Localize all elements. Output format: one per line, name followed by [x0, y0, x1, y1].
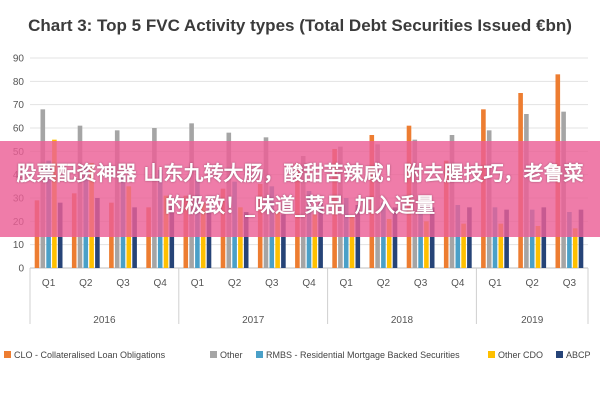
bar: [529, 209, 535, 268]
bar: [392, 207, 398, 268]
legend-swatch: [4, 351, 11, 358]
x-tick-label: Q3: [414, 278, 428, 289]
bar: [535, 226, 541, 268]
x-tick-label: Q2: [79, 278, 93, 289]
x-tick-label: Q2: [377, 278, 391, 289]
legend-swatch: [488, 351, 495, 358]
bar: [312, 214, 318, 268]
legend-label: Other: [220, 350, 243, 360]
bar: [281, 214, 286, 268]
y-tick-label: 60: [13, 124, 25, 135]
bar: [498, 223, 504, 268]
x-tick-label: Q3: [265, 278, 279, 289]
x-tick-label: Q4: [302, 278, 316, 289]
bar: [238, 207, 243, 268]
banner-text: 股票配资神器 山东九转大肠，酸甜苦辣咸！附去腥技巧，老鲁菜的极致！_味道_菜品_…: [16, 161, 584, 217]
bar: [429, 207, 435, 268]
legend: CLO - Collateralised Loan Obligations Oth…: [4, 350, 591, 360]
bar: [578, 209, 584, 268]
y-tick-label: 10: [13, 240, 25, 251]
y-tick-label: 70: [13, 100, 25, 111]
bar: [275, 212, 280, 268]
overlay-banner[interactable]: 股票配资神器 山东九转大肠，酸甜苦辣咸！附去腥技巧，老鲁菜的极致！_味道_菜品_…: [0, 141, 600, 237]
x-axis-ticks: Q1 Q2 Q3 Q4 Q1 Q2 Q3 Q4 Q1 Q2 Q3 Q4 Q1 Q2 Q3: [42, 278, 577, 289]
bar: [504, 209, 509, 268]
x-tick-label: Q3: [116, 278, 130, 289]
bar: [467, 207, 472, 268]
x-tick-label: Q1: [191, 278, 205, 289]
x-tick-label: Q4: [451, 278, 465, 289]
bar: [146, 207, 151, 268]
bar: [206, 209, 212, 268]
x-tick-label: Q4: [154, 278, 168, 289]
legend-label: Other CDO: [498, 350, 543, 360]
bar: [572, 228, 578, 268]
x-tick-label: Q1: [42, 278, 56, 289]
year-label: 2016: [93, 315, 116, 326]
x-tick-label: Q2: [526, 278, 540, 289]
chart-title: Chart 3: Top 5 FVC Activity types (Total…: [28, 16, 572, 35]
bar: [492, 207, 498, 268]
year-label: 2018: [391, 315, 414, 326]
y-tick-label: 80: [13, 77, 25, 88]
bar: [386, 219, 392, 268]
legend-label: RMBS - Residential Mortgage Backed Secur…: [266, 350, 460, 360]
year-label: 2017: [242, 315, 265, 326]
bar: [132, 207, 137, 268]
bar: [461, 223, 466, 268]
year-label: 2019: [521, 315, 544, 326]
legend-swatch: [210, 351, 217, 358]
legend-swatch: [256, 351, 263, 358]
x-tick-label: Q1: [340, 278, 354, 289]
legend-label: CLO - Collateralised Loan Obligations: [14, 350, 166, 360]
legend-swatch: [556, 351, 563, 358]
bar: [349, 216, 355, 268]
bar: [243, 212, 249, 268]
x-tick-label: Q3: [563, 278, 577, 289]
bar: [567, 212, 572, 268]
y-tick-label: 0: [18, 264, 24, 275]
bar: [424, 221, 429, 268]
x-tick-label: Q1: [488, 278, 502, 289]
year-labels: 2016 2017 2018 2019: [29, 268, 589, 326]
legend-label: ABCP: [566, 350, 591, 360]
y-tick-label: 90: [13, 54, 25, 65]
bar: [541, 207, 547, 268]
x-tick-label: Q2: [228, 278, 242, 289]
